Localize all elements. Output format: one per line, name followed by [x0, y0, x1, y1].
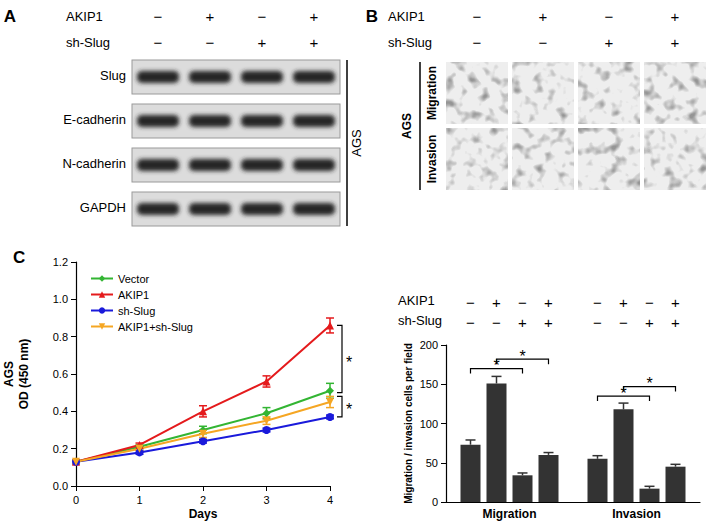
svg-text:GAPDH: GAPDH	[80, 200, 126, 215]
svg-text:AGS: AGS	[2, 361, 16, 387]
svg-text:AGS: AGS	[400, 113, 414, 139]
svg-text:+: +	[544, 294, 553, 311]
svg-text:+: +	[310, 34, 319, 51]
svg-text:−: −	[154, 34, 163, 51]
svg-text:0.2: 0.2	[53, 443, 68, 455]
svg-text:+: +	[518, 314, 527, 331]
svg-text:+: +	[605, 34, 614, 51]
svg-text:1.0: 1.0	[53, 293, 68, 305]
svg-text:+: +	[544, 314, 553, 331]
svg-text:AKIP1: AKIP1	[388, 9, 425, 24]
svg-text:AKIP1+sh-Slug: AKIP1+sh-Slug	[118, 321, 193, 333]
svg-text:−: −	[492, 314, 501, 331]
svg-text:−: −	[539, 34, 548, 51]
svg-text:+: +	[645, 314, 654, 331]
svg-text:+: +	[671, 314, 680, 331]
svg-text:Migration: Migration	[425, 66, 439, 120]
svg-text:+: +	[671, 294, 680, 311]
svg-text:−: −	[518, 294, 527, 311]
svg-text:+: +	[492, 294, 501, 311]
svg-text:AKIP1: AKIP1	[398, 293, 435, 308]
svg-text:0.6: 0.6	[53, 368, 68, 380]
svg-text:−: −	[593, 314, 602, 331]
svg-text:A: A	[4, 7, 16, 26]
svg-text:50: 50	[426, 457, 438, 469]
svg-text:Migration: Migration	[483, 507, 537, 521]
svg-text:*: *	[346, 401, 352, 418]
svg-text:1: 1	[136, 494, 142, 506]
svg-text:AGS: AGS	[349, 129, 364, 157]
svg-text:Invasion: Invasion	[425, 135, 439, 184]
svg-text:100: 100	[420, 418, 438, 430]
svg-text:−: −	[605, 8, 614, 25]
svg-text:+: +	[310, 8, 319, 25]
svg-text:Migration / invasion cells per: Migration / invasion cells per field	[403, 343, 414, 504]
svg-text:−: −	[619, 314, 628, 331]
svg-text:C: C	[13, 248, 25, 267]
svg-text:−: −	[154, 8, 163, 25]
svg-text:sh-Slug: sh-Slug	[388, 35, 432, 50]
svg-text:E-cadherin: E-cadherin	[63, 112, 126, 127]
svg-text:0.4: 0.4	[53, 405, 68, 417]
svg-text:sh-Slug: sh-Slug	[118, 305, 155, 317]
svg-text:*: *	[646, 375, 652, 392]
svg-text:−: −	[206, 34, 215, 51]
svg-text:+: +	[671, 34, 680, 51]
svg-text:+: +	[539, 8, 548, 25]
svg-text:Invasion: Invasion	[612, 507, 661, 521]
svg-text:200: 200	[420, 339, 438, 351]
svg-text:+: +	[671, 8, 680, 25]
svg-text:0.0: 0.0	[53, 480, 68, 492]
svg-text:Slug: Slug	[100, 68, 126, 83]
svg-text:AKIP1: AKIP1	[66, 9, 103, 24]
svg-text:Days: Days	[189, 507, 218, 521]
svg-text:−: −	[473, 8, 482, 25]
svg-text:+: +	[258, 34, 267, 51]
svg-text:*: *	[346, 354, 352, 371]
svg-text:−: −	[258, 8, 267, 25]
svg-text:3: 3	[263, 494, 269, 506]
svg-text:−: −	[473, 34, 482, 51]
svg-text:−: −	[466, 314, 475, 331]
svg-text:OD (450 nm): OD (450 nm)	[17, 339, 31, 410]
svg-text:sh-Slug: sh-Slug	[398, 313, 442, 328]
svg-text:+: +	[206, 8, 215, 25]
svg-text:N-cadherin: N-cadherin	[62, 156, 126, 171]
svg-text:+: +	[619, 294, 628, 311]
svg-text:0: 0	[432, 496, 438, 508]
svg-text:−: −	[593, 294, 602, 311]
svg-text:−: −	[645, 294, 654, 311]
svg-text:1.2: 1.2	[53, 256, 68, 268]
svg-text:Vector: Vector	[118, 273, 150, 285]
svg-text:sh-Slug: sh-Slug	[66, 35, 110, 50]
svg-text:−: −	[466, 294, 475, 311]
svg-text:4: 4	[327, 494, 333, 506]
svg-text:AKIP1: AKIP1	[118, 289, 149, 301]
svg-text:0: 0	[73, 494, 79, 506]
svg-text:150: 150	[420, 378, 438, 390]
svg-text:*: *	[519, 348, 525, 365]
svg-text:B: B	[366, 7, 378, 26]
svg-text:2: 2	[200, 494, 206, 506]
svg-text:0.8: 0.8	[53, 331, 68, 343]
